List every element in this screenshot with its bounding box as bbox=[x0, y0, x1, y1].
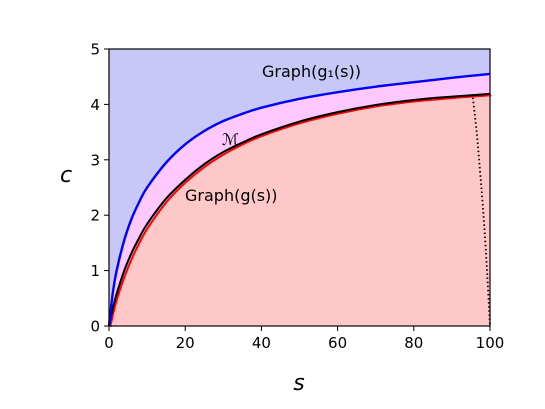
x-tick-label: 40 bbox=[252, 334, 271, 352]
annotation-graph-g: Graph(g(s)) bbox=[185, 186, 278, 205]
x-tick-label: 100 bbox=[476, 334, 505, 352]
y-tick-label: 5 bbox=[90, 41, 100, 59]
annotation-m: ℳ bbox=[222, 130, 239, 149]
series-g1-line bbox=[107, 72, 491, 327]
x-axis-ticks: 0 20 40 60 80 100 bbox=[104, 326, 504, 352]
y-axis-ticks: 0 1 2 3 4 5 bbox=[90, 41, 109, 336]
plot-frame bbox=[108, 48, 491, 327]
y-tick-label: 3 bbox=[90, 151, 100, 169]
y-tick-label: 1 bbox=[90, 262, 100, 280]
region-m-between-g1-and-g bbox=[109, 73, 490, 327]
x-axis-label: s bbox=[293, 371, 304, 396]
x-tick-label: 20 bbox=[176, 334, 195, 352]
y-tick-label: 0 bbox=[90, 318, 100, 336]
chart-regions bbox=[109, 49, 490, 327]
series-g-black-line bbox=[108, 92, 491, 327]
y-tick-label: 4 bbox=[90, 96, 100, 114]
region-below-g bbox=[109, 93, 490, 327]
annotation-graph-g1: Graph(g₁(s)) bbox=[262, 62, 361, 81]
y-axis-label: c bbox=[60, 163, 72, 188]
series-g-red-line bbox=[109, 94, 492, 328]
region-above-g1 bbox=[109, 49, 490, 326]
x-tick-label: 80 bbox=[404, 334, 423, 352]
x-tick-label: 60 bbox=[328, 334, 347, 352]
chart-lines bbox=[107, 72, 492, 328]
x-tick-label: 0 bbox=[104, 334, 114, 352]
series-dotted-line bbox=[471, 97, 491, 327]
y-tick-label: 2 bbox=[90, 207, 100, 225]
